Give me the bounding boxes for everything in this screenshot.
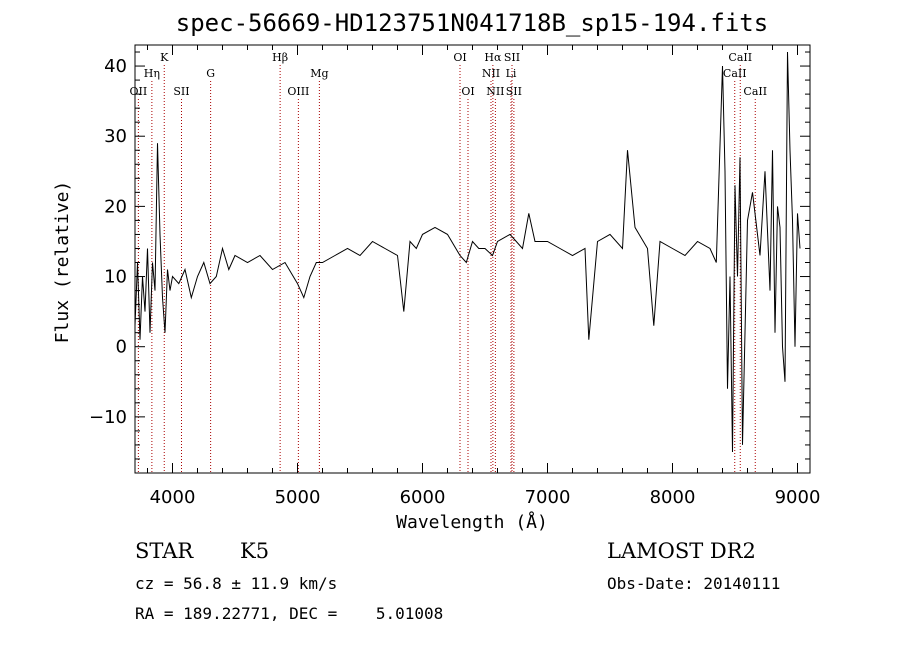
y-tick-label: 40: [104, 56, 127, 77]
line-marker-label: CaII: [743, 85, 767, 98]
y-axis-label: Flux (relative): [52, 181, 73, 344]
x-tick-label: 7000: [525, 487, 571, 508]
x-tick-label: 8000: [650, 487, 696, 508]
x-tick-label: 6000: [400, 487, 446, 508]
x-tick-label: 5000: [275, 487, 321, 508]
line-marker-label: CaII: [728, 51, 752, 64]
line-marker-label: CaII: [723, 67, 747, 80]
line-marker-label: Hη: [144, 67, 160, 80]
line-marker-label: OI: [453, 51, 466, 64]
line-marker-label: G: [206, 67, 215, 80]
line-marker-label: NII: [482, 67, 500, 80]
object-class: STAR: [135, 539, 194, 563]
x-axis: 4000 5000 6000 7000 8000 9000: [147, 45, 821, 508]
redshift-text: cz = 56.8 ± 11.9 km/s: [135, 574, 337, 593]
y-axis: −10 0 10 20 30 40: [89, 51, 810, 460]
line-marker-label: SII: [504, 51, 520, 64]
chart-title: spec-56669-HD123751N041718B_sp15-194.fit…: [176, 9, 768, 37]
y-tick-label: 20: [104, 196, 127, 217]
line-labels: OIIHηKSIIGHβOIIIMgOIOIHαNIINIISIILiSIICa…: [130, 51, 768, 98]
line-marker-label: OIII: [287, 85, 309, 98]
line-marker-label: K: [160, 51, 169, 64]
line-marker-label: Li: [506, 67, 517, 80]
spectrum-line: [134, 51, 801, 453]
plot-frame: [134, 44, 811, 474]
line-marker-label: SII: [506, 85, 522, 98]
coords-text: RA = 189.22771, DEC = 5.01008: [135, 604, 443, 623]
x-tick-label: 4000: [150, 487, 196, 508]
line-marker-label: SII: [173, 85, 189, 98]
x-axis-label: Wavelength (Å): [396, 511, 548, 533]
obs-date-text: Obs-Date: 20140111: [607, 574, 780, 593]
y-tick-label: 0: [116, 337, 127, 358]
x-tick-label: 9000: [775, 487, 821, 508]
line-marker-label: OI: [461, 85, 474, 98]
line-marker-label: OII: [130, 85, 148, 98]
y-tick-label: −10: [89, 407, 127, 428]
y-tick-label: 30: [104, 126, 127, 147]
y-tick-label: 10: [104, 267, 127, 288]
line-marker-label: Hβ: [272, 51, 288, 64]
line-marker-label: Mg: [310, 67, 328, 80]
line-marker-label: NII: [486, 85, 504, 98]
object-subclass: K5: [240, 539, 269, 563]
survey-name: LAMOST DR2: [607, 539, 756, 563]
line-marker-label: Hα: [484, 51, 502, 64]
line-markers: [137, 65, 756, 473]
